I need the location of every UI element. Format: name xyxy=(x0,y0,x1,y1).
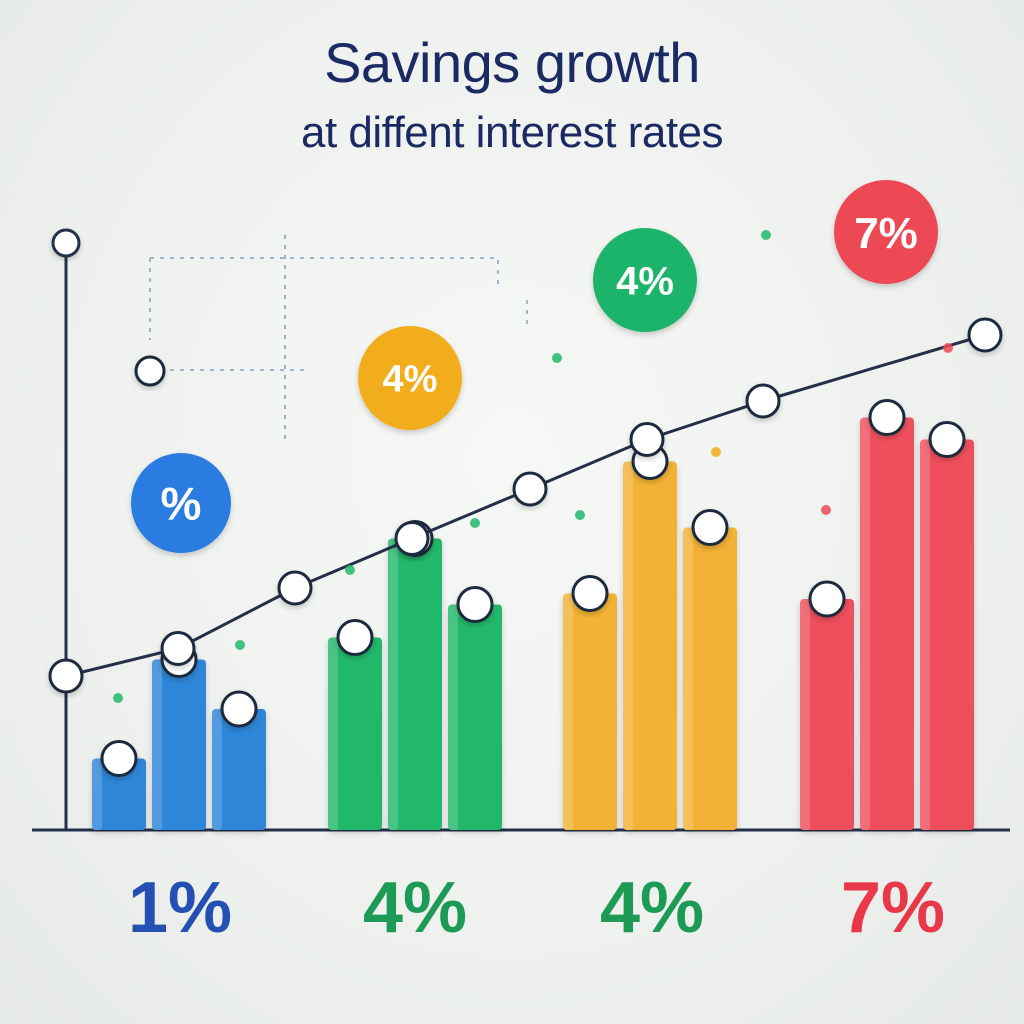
trend-point xyxy=(629,422,665,457)
trend-point xyxy=(48,658,84,694)
decor-dot xyxy=(552,353,562,363)
bar-highlight xyxy=(92,758,102,830)
bar-group-4 xyxy=(800,580,854,830)
bar-highlight xyxy=(860,417,870,830)
trend-point xyxy=(277,570,313,606)
decor-dot xyxy=(235,640,245,650)
decor-dot xyxy=(113,693,123,703)
guide-marker xyxy=(134,355,166,387)
bar xyxy=(448,604,502,830)
bubble-circle xyxy=(358,326,462,430)
decor-dot xyxy=(821,505,831,515)
trend-point xyxy=(394,521,430,556)
bubble-circle xyxy=(834,180,938,284)
decor-dot xyxy=(345,565,355,575)
decorative-dots xyxy=(113,230,953,703)
bar-highlight xyxy=(920,439,930,830)
bar-group-1 xyxy=(212,690,266,830)
trend-point xyxy=(745,383,781,419)
bar-top-marker xyxy=(336,619,374,656)
trend-point xyxy=(160,631,196,666)
bar-group-4 xyxy=(920,421,974,830)
category-label: 4% xyxy=(600,868,704,948)
chart-title: Savings growth xyxy=(324,31,700,94)
bar-group-1 xyxy=(152,641,206,830)
bar-top-marker xyxy=(808,580,846,618)
bar-highlight xyxy=(448,604,458,830)
decor-dot xyxy=(761,230,771,240)
bubble-circle xyxy=(131,453,231,553)
bar xyxy=(860,417,914,830)
bar-group-3 xyxy=(563,575,617,830)
bar-top-marker xyxy=(868,399,906,436)
bar-highlight xyxy=(388,538,398,830)
category-label: 4% xyxy=(363,868,467,948)
bar xyxy=(800,599,854,830)
bar-top-marker xyxy=(220,690,258,728)
bar-group-1 xyxy=(92,740,146,830)
bubble-circle xyxy=(593,228,697,332)
category-label: 7% xyxy=(841,868,945,948)
decor-dot xyxy=(470,518,480,528)
bar-highlight xyxy=(800,599,810,830)
decor-dot xyxy=(943,343,953,353)
chart-subtitle: at diffent interest rates xyxy=(300,108,724,157)
bar xyxy=(388,538,442,830)
trend-point xyxy=(512,471,548,507)
decor-dot xyxy=(575,510,585,520)
bar-highlight xyxy=(328,637,338,830)
trend-line xyxy=(48,317,1003,694)
bar xyxy=(328,637,382,830)
decor-dot xyxy=(711,447,721,457)
bar-group-3 xyxy=(623,443,677,830)
rate-bubbles: % 4% 4% 7% xyxy=(131,180,938,553)
bar xyxy=(920,439,974,830)
decorative-guides xyxy=(149,235,528,445)
bubble-label: % xyxy=(161,478,202,530)
bubble-label: 4% xyxy=(383,359,438,401)
bar-top-marker xyxy=(928,421,966,458)
rate-bubble-2: 4% xyxy=(358,326,462,430)
bar-top-marker xyxy=(100,740,138,777)
trend-path xyxy=(65,333,986,678)
category-label: 1% xyxy=(128,868,232,948)
bar xyxy=(563,593,617,830)
rate-bubble-4: 7% xyxy=(834,180,938,284)
bubble-label: 4% xyxy=(616,259,674,303)
bar-highlight xyxy=(683,527,693,830)
bubble-label: 7% xyxy=(854,209,918,258)
bar-group-3 xyxy=(683,509,737,830)
bar-group-4 xyxy=(860,399,914,830)
bar xyxy=(92,758,146,830)
trend-point xyxy=(967,317,1003,353)
bar-group-2 xyxy=(328,619,382,830)
bar-highlight xyxy=(152,659,162,830)
bar-top-marker xyxy=(456,586,494,623)
rate-bubble-1: % xyxy=(131,453,231,553)
bars xyxy=(92,399,974,830)
bar-top-marker xyxy=(571,575,609,612)
bar xyxy=(212,709,266,830)
bar-group-2 xyxy=(448,586,502,830)
bar-highlight xyxy=(623,461,633,830)
bar-highlight xyxy=(563,593,573,830)
axis-top-marker xyxy=(51,228,81,258)
bar xyxy=(683,527,737,830)
bar-group-2 xyxy=(388,520,442,830)
bar xyxy=(623,461,677,830)
bar-highlight xyxy=(212,709,222,830)
bar-top-marker xyxy=(691,509,729,546)
rate-bubble-3: 4% xyxy=(593,228,697,332)
bar xyxy=(152,659,206,830)
category-labels: 1% 4% 4% 7% xyxy=(128,868,945,948)
